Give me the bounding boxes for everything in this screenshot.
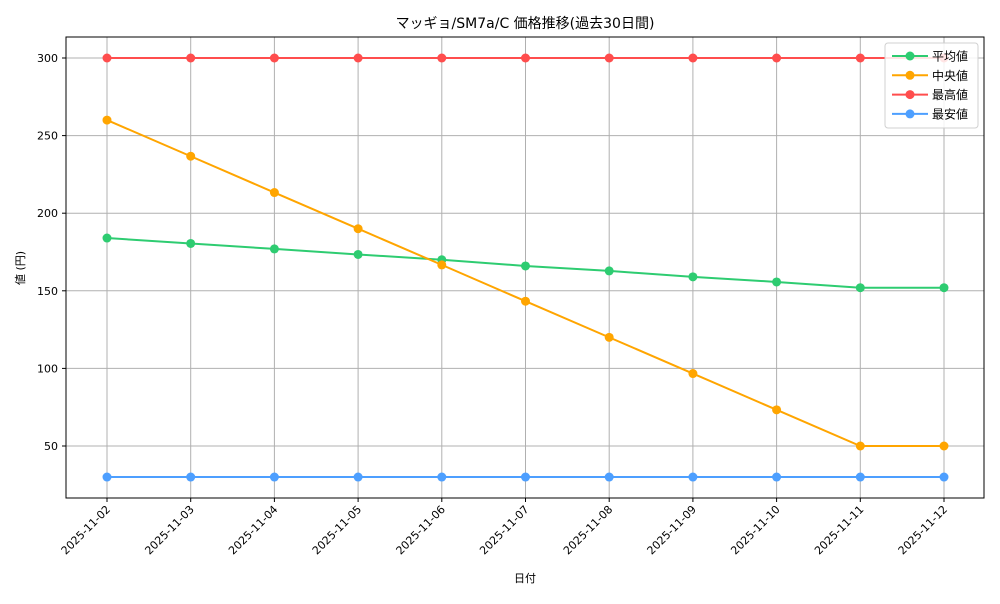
data-point-marker [688,369,698,379]
data-point-marker [353,224,363,234]
data-point-marker [353,53,363,63]
series-3 [102,472,949,482]
data-point-marker [772,472,782,482]
data-point-marker [855,283,865,293]
x-tick-label: 2025-11-11 [812,503,866,557]
data-point-marker [772,405,782,415]
x-tick-label: 2025-11-12 [896,503,950,557]
chart-title: マッギョ/SM7a/C 価格推移(過去30日間) [396,16,655,32]
legend-marker-icon [905,109,915,119]
legend-item: 最高値 [892,87,968,102]
legend-marker-icon [905,90,915,100]
legend-item: 最安値 [892,106,968,121]
data-point-marker [102,472,112,482]
y-tick-label: 100 [37,362,58,375]
x-tick-label: 2025-11-04 [226,503,280,557]
data-point-marker [269,53,279,63]
data-point-marker [604,266,614,276]
data-point-marker [521,261,530,271]
x-tick-label: 2025-11-09 [645,503,699,557]
x-tick-label: 2025-11-05 [310,503,364,557]
x-tick-label: 2025-11-02 [59,503,113,557]
data-point-marker [437,53,447,63]
x-tick-label: 2025-11-08 [561,503,615,557]
y-axis-label: 値 (円) [14,251,27,285]
data-point-marker [772,277,782,287]
series-2 [102,53,949,63]
data-point-marker [604,53,614,63]
data-point-marker [186,472,196,482]
data-point-marker [437,260,447,270]
data-point-marker [102,115,112,125]
data-point-marker [437,472,447,482]
series-1 [102,115,949,451]
data-point-marker [353,249,363,259]
data-point-marker [269,472,279,482]
data-point-marker [102,233,112,243]
data-point-marker [353,472,363,482]
x-tick-label: 2025-11-07 [477,503,531,557]
x-axis-label: 日付 [514,572,536,585]
data-point-marker [521,53,530,63]
data-point-marker [102,53,112,63]
x-tick-label: 2025-11-10 [728,503,782,557]
y-tick-label: 50 [44,440,58,453]
legend-item: 中央値 [892,68,968,83]
data-point-marker [855,53,865,63]
data-point-marker [186,53,196,63]
y-tick-label: 150 [37,285,58,298]
data-point-marker [269,188,279,198]
data-point-marker [939,441,949,451]
data-point-marker [186,238,196,248]
data-point-marker [604,332,614,342]
data-point-marker [269,244,279,254]
x-tick-label: 2025-11-03 [142,503,196,557]
legend-label: 最高値 [932,87,968,102]
data-point-marker [186,151,196,161]
data-point-marker [688,53,698,63]
legend-box [884,42,979,129]
y-axis-ticks: 50 100 150 200 250 300 [37,52,66,453]
y-tick-label: 250 [37,130,58,143]
data-point-marker [688,472,698,482]
data-point-marker [855,441,865,451]
data-point-marker [521,296,530,306]
data-point-marker [688,272,698,282]
legend-label: 平均値 [932,49,968,64]
y-tick-label: 200 [37,207,58,220]
legend-marker-icon [905,51,915,61]
data-point-marker [772,53,782,63]
legend-item: 平均値 [892,49,968,64]
y-tick-label: 300 [37,52,58,65]
x-tick-label: 2025-11-06 [394,503,448,557]
data-point-marker [521,472,530,482]
x-axis-ticks: 2025-11-02 2025-11-03 2025-11-04 2025-11-05… [59,498,950,557]
legend-label: 中央値 [932,68,968,83]
data-point-marker [604,472,614,482]
data-point-marker [855,472,865,482]
data-point-marker [939,283,949,293]
legend-marker-icon [905,70,915,80]
data-point-marker [939,472,949,482]
legend-label: 最安値 [932,106,968,121]
